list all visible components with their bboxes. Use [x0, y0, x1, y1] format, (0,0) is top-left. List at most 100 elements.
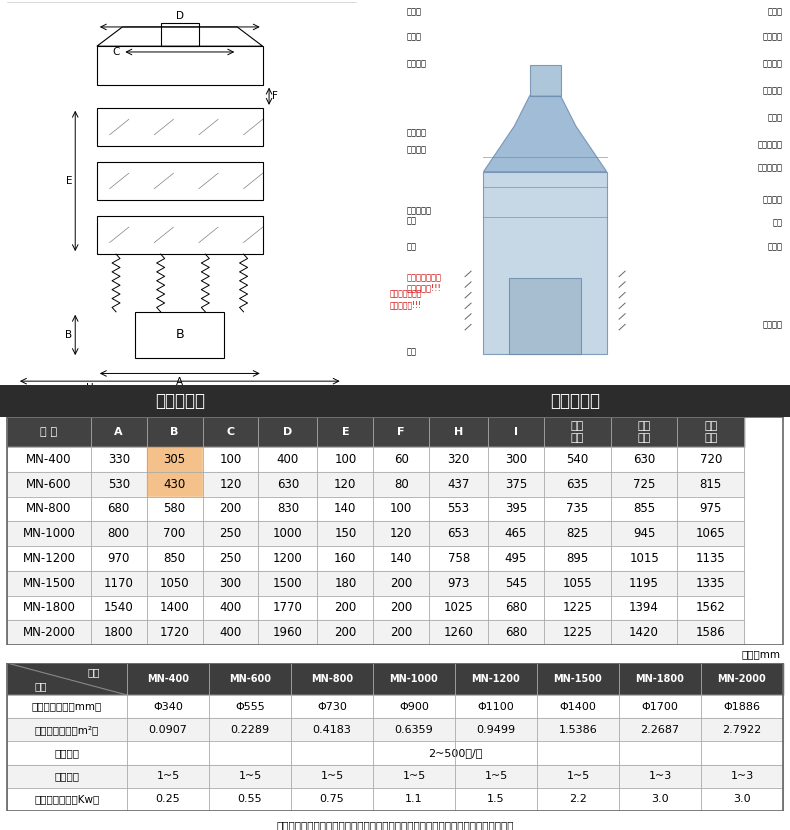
- Text: 150: 150: [334, 527, 356, 540]
- Bar: [544, 546, 611, 571]
- Text: 680: 680: [505, 626, 527, 639]
- Bar: [544, 471, 611, 496]
- Bar: [611, 620, 678, 645]
- Text: 底座: 底座: [407, 348, 417, 357]
- Bar: [147, 620, 202, 645]
- Text: 1015: 1015: [629, 552, 659, 565]
- Text: 2~500目/咀: 2~500目/咀: [428, 748, 482, 758]
- Text: A: A: [115, 427, 123, 437]
- Text: 1.5: 1.5: [487, 794, 505, 804]
- Text: 中部框架: 中部框架: [407, 129, 427, 137]
- Text: 970: 970: [107, 552, 130, 565]
- Bar: [488, 496, 544, 521]
- Bar: [7, 546, 91, 571]
- Text: 1400: 1400: [160, 602, 190, 614]
- Text: 振动电机功率（Kw）: 振动电机功率（Kw）: [35, 794, 100, 804]
- Bar: [611, 417, 678, 447]
- Bar: [373, 595, 429, 620]
- Bar: [318, 571, 373, 595]
- Bar: [373, 471, 429, 496]
- Text: 运输用固定螺栓
试机时去掉!!!: 运输用固定螺栓 试机时去掉!!!: [389, 290, 422, 309]
- Text: MN-1800: MN-1800: [636, 674, 684, 684]
- Text: 1050: 1050: [160, 577, 190, 589]
- Bar: [91, 417, 147, 447]
- Text: 680: 680: [505, 602, 527, 614]
- Text: 200: 200: [334, 602, 356, 614]
- Text: 压紧环: 压紧环: [407, 32, 422, 41]
- Text: MN-1200: MN-1200: [22, 552, 75, 565]
- Text: B: B: [175, 329, 184, 341]
- Bar: [373, 521, 429, 546]
- Text: 有效筛分直径（mm）: 有效筛分直径（mm）: [32, 701, 102, 711]
- Bar: [127, 663, 209, 695]
- Bar: [537, 718, 619, 741]
- Bar: [373, 788, 455, 811]
- Bar: [611, 471, 678, 496]
- Text: 1562: 1562: [696, 602, 726, 614]
- Text: MN-1800: MN-1800: [22, 602, 75, 614]
- Text: 830: 830: [276, 502, 299, 515]
- Bar: [258, 546, 318, 571]
- Text: 额外重锤板: 额外重锤板: [757, 163, 782, 172]
- Text: 1500: 1500: [273, 577, 303, 589]
- Text: MN-1500: MN-1500: [554, 674, 603, 684]
- Bar: [202, 417, 258, 447]
- Text: 下部重锤: 下部重锤: [762, 321, 782, 330]
- Bar: [258, 595, 318, 620]
- Bar: [7, 718, 127, 741]
- Bar: [429, 471, 488, 496]
- Bar: [701, 788, 783, 811]
- Text: 495: 495: [505, 552, 527, 565]
- Text: 1~5: 1~5: [566, 771, 589, 781]
- Text: 200: 200: [334, 626, 356, 639]
- Text: 395: 395: [505, 502, 527, 515]
- Text: 300: 300: [220, 577, 242, 589]
- Text: D: D: [284, 427, 292, 437]
- Bar: [91, 521, 147, 546]
- Text: 二层
高度: 二层 高度: [638, 421, 651, 442]
- Bar: [678, 595, 744, 620]
- Bar: [678, 496, 744, 521]
- Bar: [91, 620, 147, 645]
- Text: 1260: 1260: [444, 626, 473, 639]
- Text: 825: 825: [566, 527, 589, 540]
- Bar: [127, 764, 209, 788]
- Text: Φ730: Φ730: [317, 701, 347, 711]
- Text: MN-2000: MN-2000: [22, 626, 75, 639]
- Bar: [291, 788, 373, 811]
- Text: 635: 635: [566, 477, 589, 491]
- Text: 180: 180: [334, 577, 356, 589]
- Bar: [135, 312, 224, 358]
- Text: 橡胶球: 橡胶球: [767, 113, 782, 122]
- Bar: [258, 571, 318, 595]
- Bar: [258, 496, 318, 521]
- Text: 1~3: 1~3: [731, 771, 754, 781]
- Text: 160: 160: [334, 552, 356, 565]
- Text: 120: 120: [220, 477, 242, 491]
- Bar: [147, 521, 202, 546]
- Bar: [611, 595, 678, 620]
- Bar: [429, 546, 488, 571]
- Bar: [291, 695, 373, 718]
- Bar: [611, 521, 678, 546]
- Text: 上部重锤: 上部重锤: [762, 196, 782, 205]
- Text: 2.2687: 2.2687: [641, 725, 679, 735]
- Bar: [678, 521, 744, 546]
- Text: C: C: [227, 427, 235, 437]
- Text: 电动机: 电动机: [767, 242, 782, 251]
- Text: 80: 80: [394, 477, 408, 491]
- Bar: [258, 620, 318, 645]
- Bar: [202, 546, 258, 571]
- Text: 330: 330: [107, 453, 130, 466]
- Text: 注：由于设备型号不同，成品尺寸会有些许差异，表中数据仕供参考，需以实物为准。: 注：由于设备型号不同，成品尺寸会有些许差异，表中数据仕供参考，需以实物为准。: [276, 820, 514, 830]
- Bar: [701, 764, 783, 788]
- Text: 1~5: 1~5: [239, 771, 261, 781]
- Text: 815: 815: [700, 477, 722, 491]
- Bar: [373, 663, 455, 695]
- Bar: [202, 471, 258, 496]
- Text: 一般结构图: 一般结构图: [550, 392, 600, 410]
- Bar: [7, 447, 91, 471]
- Text: 725: 725: [633, 477, 655, 491]
- Bar: [544, 521, 611, 546]
- Text: 1540: 1540: [103, 602, 134, 614]
